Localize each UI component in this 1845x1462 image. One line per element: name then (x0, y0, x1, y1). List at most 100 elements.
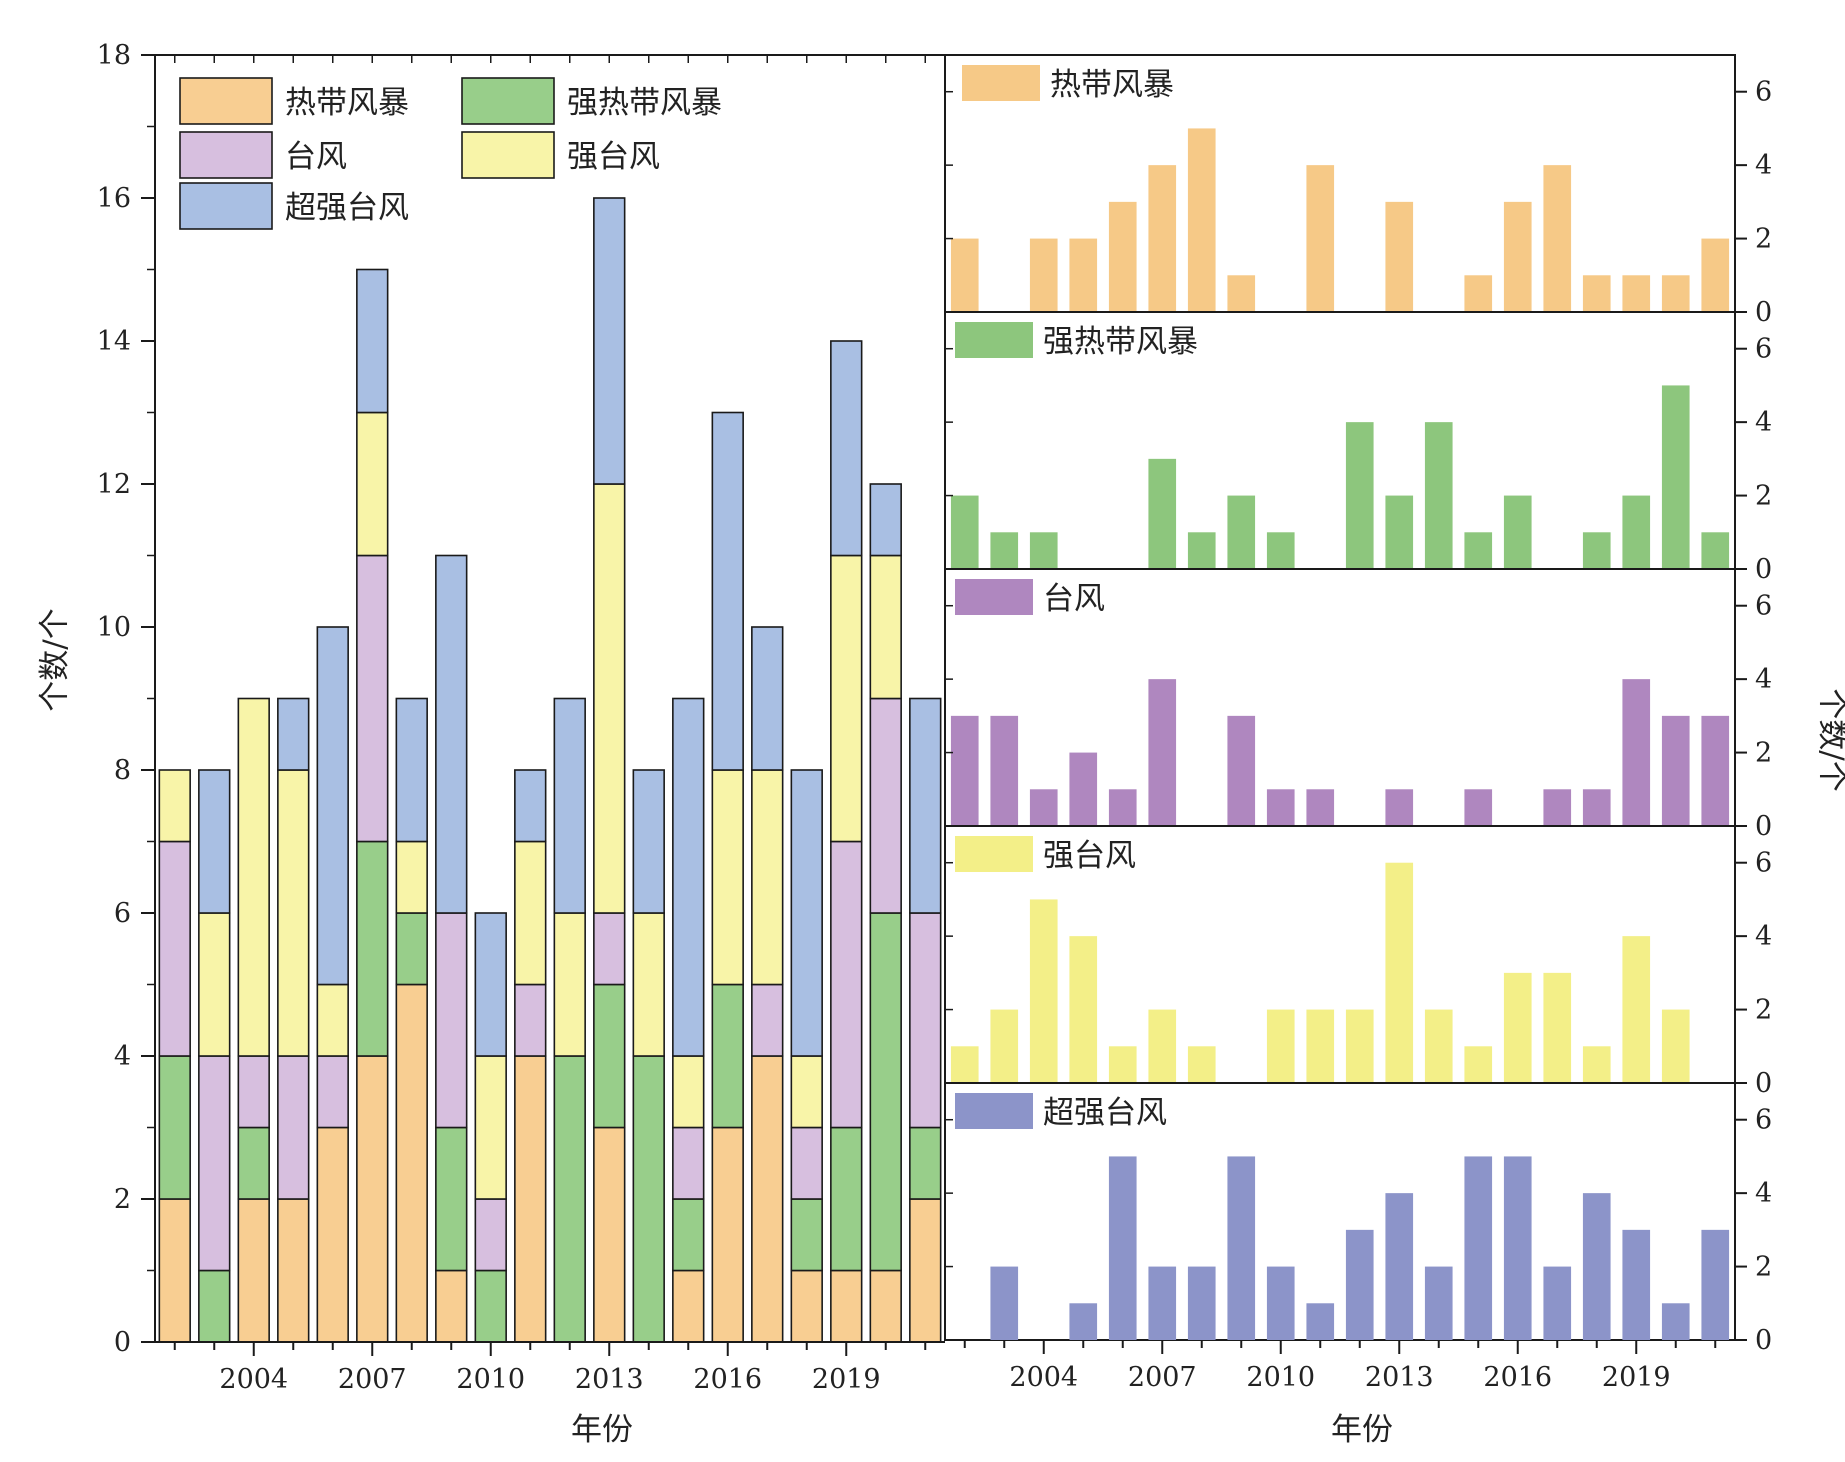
stacked-bar-chart: 个数/个 年份 0 2 4 6 8 10 12 14 16 18 2004 2007 2010 2013 2… (37, 40, 945, 1448)
stacked-bar-segment-2016-s1 (711, 983, 744, 1129)
panel-bar-2-2009 (1227, 715, 1256, 826)
panel-bar-1-2010 (1266, 532, 1295, 569)
panel-y-tick-label: 0 (1755, 297, 1772, 328)
stacked-bar-segment-2009-s1 (435, 1126, 468, 1272)
stacked-bar-segment-2007-s1 (356, 840, 389, 1057)
panel-bar-1-2002 (950, 495, 979, 569)
panel-y-tick-label: 2 (1755, 738, 1772, 769)
panel-bar-2-2020 (1661, 715, 1690, 826)
stacked-bar-segment-2009-s0 (435, 1269, 468, 1343)
panel-bar-3-2012 (1345, 1009, 1374, 1083)
stacked-bar-segment-2002-s1 (158, 1055, 191, 1200)
panel-bar-4-2021 (1701, 1229, 1730, 1340)
stacked-bar-segment-2017-s4 (751, 626, 784, 771)
legend-swatch-s0 (179, 77, 273, 125)
panel-legend-swatch-3 (955, 836, 1033, 872)
panel-bar-2-2006 (1108, 789, 1137, 826)
stacked-bar-segment-2002-s3 (158, 769, 191, 843)
panel-bar-2-2005 (1069, 752, 1098, 826)
panel-bar-1-2018 (1582, 532, 1611, 569)
panel-bar-0-2007 (1148, 165, 1177, 312)
stacked-bar-segment-2016-s4 (711, 411, 744, 771)
stacked-bar-segment-2004-s3 (237, 697, 270, 1057)
stacked-bar-segment-2007-s4 (356, 268, 389, 414)
stacked-bar-segment-2019-s1 (830, 1126, 863, 1272)
stacked-bar-segment-2020-s2 (869, 697, 902, 914)
stacked-bar-segment-2007-s0 (356, 1055, 389, 1343)
stacked-chart-x-tick-label: 2004 (219, 1364, 288, 1395)
panel-bar-0-2016 (1503, 201, 1532, 312)
panel-bar-4-2012 (1345, 1229, 1374, 1340)
panel-chart-y-axis-title: 个数/个 (1814, 688, 1845, 791)
stacked-chart-y-tick-label: 18 (97, 40, 131, 71)
stacked-bar-segment-2004-s1 (237, 1126, 270, 1200)
panel-y-tick-label: 2 (1755, 1252, 1772, 1283)
stacked-bar-segment-2021-s4 (909, 697, 942, 914)
stacked-bar-segment-2020-s0 (869, 1269, 902, 1343)
panel-legend-label-2: 台风 (1043, 581, 1105, 617)
panel-bar-4-2008 (1187, 1266, 1216, 1340)
panel-y-tick-label: 6 (1755, 1105, 1772, 1136)
legend-label-s3: 强台风 (567, 139, 660, 175)
stacked-bar-segment-2013-s0 (593, 1126, 626, 1343)
panel-bar-2-2011 (1306, 789, 1335, 826)
panel-bar-4-2017 (1543, 1266, 1572, 1340)
stacked-bar-segment-2006-s0 (316, 1126, 349, 1343)
panel-y-tick-label: 2 (1755, 995, 1772, 1026)
stacked-bar-segment-2004-s0 (237, 1198, 270, 1343)
panel-bar-3-2007 (1148, 1009, 1177, 1083)
panel-legend-swatch-2 (955, 579, 1033, 615)
stacked-bar-segment-2017-s2 (751, 983, 784, 1057)
stacked-bar-segment-2014-s1 (632, 1055, 665, 1343)
panel-bar-1-2021 (1701, 532, 1730, 569)
panel-x-tick-label: 2019 (1602, 1362, 1671, 1393)
stacked-chart-x-tick-label: 2016 (693, 1364, 762, 1395)
panel-bar-1-2016 (1503, 495, 1532, 569)
panel-bar-3-2019 (1622, 936, 1651, 1083)
stacked-bar-segment-2003-s2 (198, 1055, 231, 1272)
stacked-chart-x-tick-label: 2007 (338, 1364, 407, 1395)
stacked-chart-y-tick-label: 2 (114, 1184, 131, 1215)
stacked-bar-segment-2009-s2 (435, 912, 468, 1129)
panel-bar-chart: 个数/个 年份 0 2 4 6 热带风暴 0 2 4 6 强热带风暴 0 2 4 6 台风 0 2 4 6 强台风 0 2… (944, 54, 1845, 1448)
panel-bar-2-2015 (1464, 789, 1493, 826)
panel-y-tick-label: 4 (1755, 921, 1772, 952)
panel-y-tick-label: 0 (1755, 1325, 1772, 1356)
stacked-chart-x-tick-label: 2019 (812, 1364, 881, 1395)
stacked-bar-segment-2016-s3 (711, 769, 744, 986)
panel-bar-0-2018 (1582, 275, 1611, 312)
panel-bar-3-2008 (1187, 1046, 1216, 1083)
panel-bar-3-2015 (1464, 1046, 1493, 1083)
panel-bar-1-2003 (990, 532, 1019, 569)
panel-y-tick-label: 6 (1755, 591, 1772, 622)
panel-legend-label-4: 超强台风 (1043, 1095, 1167, 1131)
panel-bar-0-2008 (1187, 128, 1216, 312)
stacked-bar-segment-2018-s4 (790, 769, 823, 1057)
stacked-chart-y-tick-label: 14 (97, 326, 131, 357)
stacked-bar-segment-2015-s3 (672, 1055, 705, 1129)
panel-bar-4-2019 (1622, 1229, 1651, 1340)
panel-bar-4-2009 (1227, 1156, 1256, 1340)
panel-frame-4 (944, 1082, 1736, 1341)
panel-y-tick-label: 4 (1755, 1178, 1772, 1209)
stacked-bar-segment-2011-s3 (514, 840, 547, 986)
panel-bar-4-2011 (1306, 1303, 1335, 1340)
panel-x-tick-label: 2016 (1483, 1362, 1552, 1393)
panel-bar-1-2008 (1187, 532, 1216, 569)
stacked-bar-segment-2006-s4 (316, 626, 349, 986)
panel-chart-x-axis-title: 年份 (1331, 1412, 1393, 1448)
stacked-bar-segment-2017-s3 (751, 769, 784, 986)
stacked-chart-y-tick-label: 10 (97, 612, 131, 643)
stacked-bar-segment-2016-s0 (711, 1126, 744, 1343)
panel-bar-2-2013 (1385, 789, 1414, 826)
stacked-bar-segment-2008-s1 (395, 912, 428, 986)
panel-y-tick-label: 2 (1755, 224, 1772, 255)
panel-bar-1-2013 (1385, 495, 1414, 569)
stacked-bar-segment-2014-s4 (632, 769, 665, 914)
panel-x-tick-label: 2007 (1128, 1362, 1197, 1393)
legend-swatch-s2 (179, 131, 273, 179)
stacked-bar-segment-2008-s0 (395, 983, 428, 1343)
panel-y-tick-label: 4 (1755, 407, 1772, 438)
panel-bar-3-2013 (1385, 862, 1414, 1083)
